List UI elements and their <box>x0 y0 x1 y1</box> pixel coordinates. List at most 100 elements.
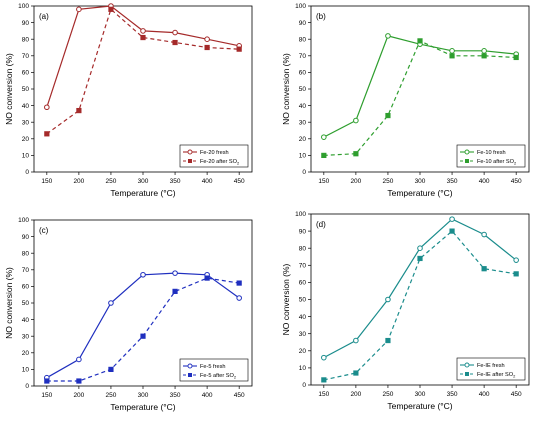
legend-entry-subscript: 2 <box>234 375 237 380</box>
y-tick-label: 90 <box>22 20 30 27</box>
x-tick-label: 400 <box>479 178 490 185</box>
data-point <box>513 257 519 263</box>
y-tick-label: 70 <box>299 263 307 270</box>
data-point <box>385 337 391 344</box>
data-point <box>236 46 242 52</box>
x-tick-label: 300 <box>138 392 149 399</box>
panel-label: (a) <box>39 12 49 21</box>
legend-entry-subscript: 2 <box>514 161 517 166</box>
x-tick-label: 400 <box>202 178 213 185</box>
data-point <box>140 333 146 339</box>
y-tick-label: 0 <box>25 383 29 390</box>
x-tick-label: 150 <box>318 178 329 185</box>
y-tick-label: 50 <box>299 297 307 304</box>
data-point <box>140 271 146 278</box>
chart-panel-4: 0 10 20 30 40 50 60 70 80 90 100 150 200 250 300 350 400… <box>281 211 530 411</box>
series-line-1 <box>323 218 517 359</box>
data-point <box>321 377 327 383</box>
x-tick-label: 150 <box>41 392 52 399</box>
data-point <box>204 44 210 51</box>
data-point <box>481 53 487 59</box>
y-tick-label: 10 <box>22 153 30 160</box>
x-tick-label: 250 <box>106 392 117 399</box>
y-tick-label: 100 <box>18 3 29 10</box>
data-point <box>108 366 114 373</box>
data-point <box>44 131 50 137</box>
legend-entry-text: Fe-20 after SO <box>200 159 238 165</box>
data-point <box>353 370 359 376</box>
legend-marker-2 <box>465 159 469 163</box>
legend-entry-text: Fe-IE fresh <box>477 363 505 369</box>
x-tick-label: 350 <box>447 178 458 185</box>
legend-entry-subscript: 2 <box>237 161 240 166</box>
y-tick-label: 70 <box>22 53 30 60</box>
x-tick-label: 150 <box>41 178 52 185</box>
x-tick-label: 450 <box>511 391 522 398</box>
x-tick-label: 400 <box>202 392 213 399</box>
y-tick-label: 40 <box>299 103 307 110</box>
y-tick-label: 10 <box>299 365 307 372</box>
legend-entry-1: Fe-20 fresh <box>200 150 229 156</box>
x-tick-label: 400 <box>479 391 490 398</box>
data-point <box>172 288 178 294</box>
legend-entry-text: Fe-10 fresh <box>477 150 506 156</box>
x-tick-label: 150 <box>318 391 329 398</box>
data-point <box>76 107 82 114</box>
y-tick-label: 100 <box>18 217 29 224</box>
data-point <box>449 228 455 234</box>
data-point <box>481 231 487 238</box>
data-point <box>321 152 327 159</box>
data-point <box>204 36 210 43</box>
legend-entry-1: Fe-5 fresh <box>200 364 226 370</box>
legend-entry-1: Fe-10 fresh <box>477 150 506 156</box>
y-tick-label: 30 <box>299 331 307 338</box>
y-tick-label: 90 <box>299 20 307 27</box>
data-point <box>44 378 50 384</box>
legend-box <box>179 144 249 168</box>
data-point <box>236 295 242 301</box>
data-point <box>44 104 50 111</box>
legend-box <box>179 358 249 382</box>
y-tick-label: 10 <box>22 367 30 374</box>
data-point <box>385 33 391 39</box>
y-tick-label: 70 <box>22 267 30 274</box>
y-tick-label: 50 <box>299 86 307 93</box>
data-point <box>204 275 210 281</box>
legend-marker-1 <box>464 149 470 155</box>
x-tick-label: 300 <box>415 391 426 398</box>
legend-entry-text: Fe-20 fresh <box>200 150 229 156</box>
data-point <box>417 255 423 262</box>
y-tick-label: 10 <box>299 153 307 160</box>
x-tick-label: 250 <box>106 178 117 185</box>
y-axis-label: NO conversion (%) <box>281 53 291 125</box>
legend-marker-1 <box>187 149 193 155</box>
y-tick-label: 90 <box>22 234 30 241</box>
series-line-2 <box>323 230 517 381</box>
y-tick-label: 80 <box>22 36 30 43</box>
legend-marker-1 <box>187 363 193 369</box>
y-tick-label: 20 <box>299 136 307 143</box>
data-point <box>417 38 423 44</box>
data-point <box>385 296 391 303</box>
legend: Fe-10 fresh Fe-10 after SO2 <box>456 144 526 168</box>
data-point <box>140 34 146 41</box>
x-tick-label: 450 <box>234 392 245 399</box>
y-tick-label: 30 <box>22 333 30 340</box>
y-axis-label: NO conversion (%) <box>4 267 14 339</box>
legend-entry-text: Fe-5 fresh <box>200 364 226 370</box>
data-point <box>236 280 242 286</box>
y-tick-label: 0 <box>302 382 306 389</box>
chart-panel-2: 0 10 20 30 40 50 60 70 80 90 100 150 200 250 300 350 400… <box>281 3 530 198</box>
y-tick-label: 30 <box>22 119 30 126</box>
y-tick-label: 20 <box>22 350 30 357</box>
y-axis-label: NO conversion (%) <box>4 53 14 125</box>
chart-panel-1: 0 10 20 30 40 50 60 70 80 90 100 150 200 250 300 350 400… <box>4 3 253 198</box>
data-point <box>353 117 359 124</box>
y-tick-label: 60 <box>22 284 30 291</box>
x-tick-label: 450 <box>234 178 245 185</box>
data-point <box>76 356 82 363</box>
legend-marker-2 <box>188 159 192 163</box>
y-tick-label: 50 <box>22 86 30 93</box>
y-tick-label: 40 <box>299 314 307 321</box>
